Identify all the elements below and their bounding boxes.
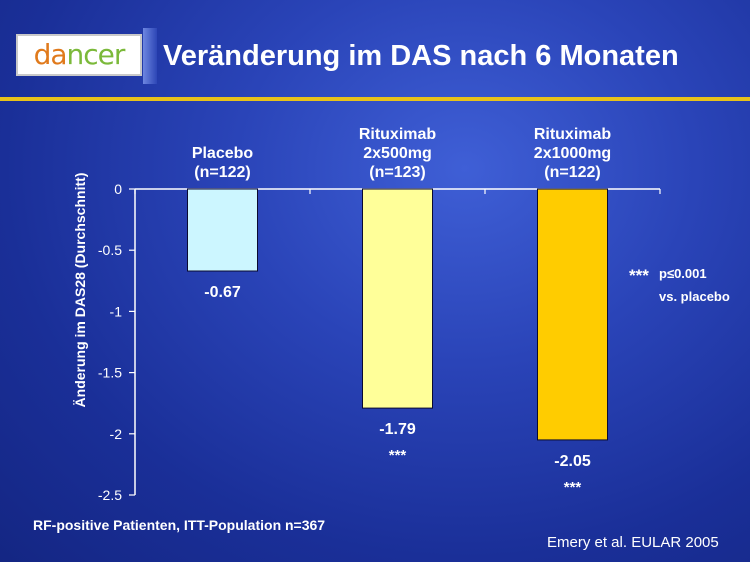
category-label: Placebo (192, 145, 254, 162)
legend-note-line1: p≤0.001 (659, 266, 707, 281)
category-label: (n=123) (369, 164, 425, 181)
y-tick-label: -2.5 (98, 487, 122, 503)
category-label: (n=122) (544, 164, 600, 181)
legend-note-marker: *** (629, 266, 649, 285)
y-tick-label: -2 (110, 426, 123, 442)
category-label: 2x500mg (363, 145, 432, 162)
bar-2 (537, 188, 608, 441)
logo-text-b: ncer (66, 38, 126, 71)
significance-marker: *** (389, 447, 407, 464)
citation: Emery et al. EULAR 2005 (547, 534, 719, 551)
legend-note-line2: vs. placebo (659, 289, 730, 304)
bar-0 (187, 188, 258, 272)
y-axis-label: Änderung im DAS28 (Durchschnitt) (72, 173, 88, 408)
significance-marker: *** (564, 479, 582, 496)
dancer-logo: da ncer (16, 34, 142, 76)
category-label: 2x1000mg (534, 145, 611, 162)
category-label: Rituximab (359, 126, 437, 143)
bar-value-label: -1.79 (379, 421, 416, 438)
bar-1 (362, 188, 433, 409)
logo-text-a: da (33, 38, 68, 71)
y-tick-label: -1 (110, 303, 123, 319)
bar-value-label: -2.05 (554, 453, 591, 470)
bar-value-label: -0.67 (204, 284, 241, 301)
y-tick-label: -1.5 (98, 365, 122, 381)
y-tick-label: -0.5 (98, 242, 122, 258)
category-label: (n=122) (194, 164, 250, 181)
title-divider (0, 97, 750, 101)
logo-accent-bar (143, 28, 157, 84)
y-tick-label: 0 (114, 181, 122, 197)
page-title: Veränderung im DAS nach 6 Monaten (163, 40, 679, 72)
population-footnote: RF-positive Patienten, ITT-Population n=… (33, 517, 326, 533)
category-label: Rituximab (534, 126, 612, 143)
